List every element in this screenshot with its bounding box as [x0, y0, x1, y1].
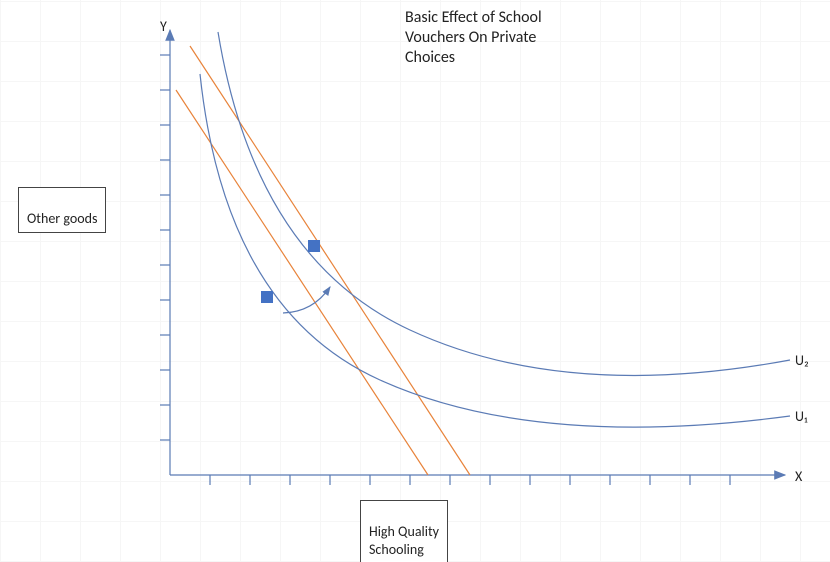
budget-line-2 [190, 46, 470, 475]
budget-line-1 [176, 90, 428, 475]
tangent-point-1 [261, 291, 273, 303]
chart-title: Basic Effect of School Vouchers On Priva… [405, 8, 542, 68]
x-axis-caption-box: High Quality Schooling [360, 500, 448, 562]
x-ticks [210, 475, 730, 485]
u2-label: U₂ [795, 352, 809, 369]
y-axis-caption-box: Other goods [18, 187, 106, 233]
indifference-curve-u2 [218, 32, 790, 375]
u1-label: U₁ [795, 408, 807, 425]
shift-arrow [283, 287, 330, 313]
indifference-curve-u1 [200, 74, 790, 427]
y-ticks [160, 55, 170, 440]
tangent-point-2 [308, 240, 320, 252]
y-axis-caption: Other goods [27, 210, 97, 227]
y-axis-label: Y [160, 18, 167, 35]
x-axis-caption: High Quality Schooling [369, 523, 439, 558]
x-axis-label: X [795, 468, 802, 485]
